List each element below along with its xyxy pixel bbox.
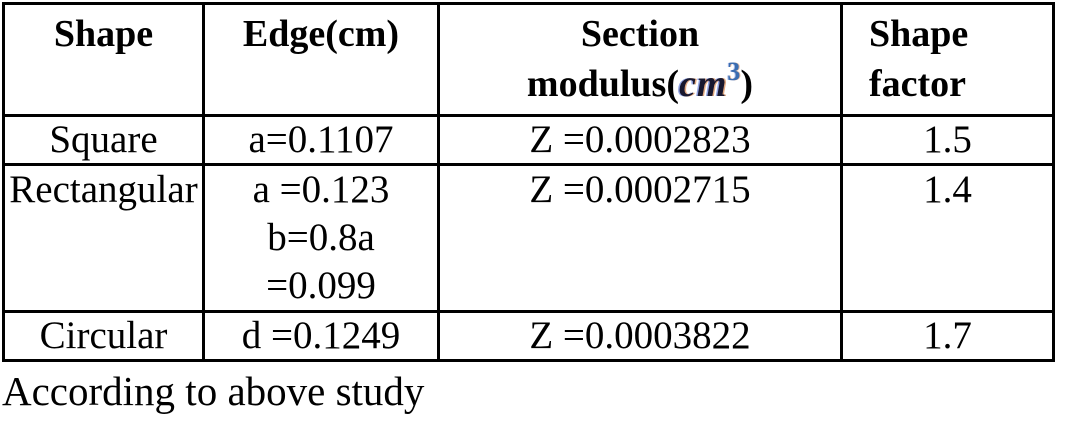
section-modulus-value: Z =0.0002715 <box>529 168 751 211</box>
header-shape: Shape <box>2 2 205 117</box>
edge-value: d =0.1249 <box>241 314 401 358</box>
header-section-line1: Section <box>580 13 700 55</box>
shape-name: Square <box>49 118 158 162</box>
header-edge-label: Edge(cm) <box>242 13 400 55</box>
shape-factor-table: Shape Edge(cm) Section modulus(cm3) Shap… <box>2 2 1055 362</box>
cell-shape: Circular <box>2 310 205 362</box>
shape-factor-value: 1.4 <box>923 168 972 211</box>
cell-shape: Square <box>2 114 205 166</box>
shape-factor-value: 1.7 <box>923 314 972 358</box>
cell-shape-factor: 1.7 <box>840 310 1055 362</box>
cell-section-modulus: Z =0.0003822 <box>437 310 843 362</box>
edge-value-line3: =0.099 <box>266 264 376 307</box>
table-row-circular: Circular d =0.1249 Z =0.0003822 1.7 <box>2 310 1055 362</box>
table-row-square: Square a=0.1107 Z =0.0002823 1.5 <box>2 114 1055 166</box>
header-shape-factor: Shape factor <box>840 2 1055 117</box>
section-modulus-value: Z =0.0002823 <box>529 118 751 162</box>
cell-shape-factor: 1.4 <box>840 163 1055 313</box>
shape-name: Circular <box>39 314 168 358</box>
cell-shape-factor: 1.5 <box>840 114 1055 166</box>
cell-edge: d =0.1249 <box>202 310 440 362</box>
header-shape-label: Shape <box>53 13 154 55</box>
header-edge: Edge(cm) <box>202 2 440 117</box>
shape-name: Rectangular <box>9 168 198 211</box>
header-section-prefix: modulus( <box>526 63 679 105</box>
unit-exponent: 3 <box>727 57 741 86</box>
shape-factor-value: 1.5 <box>923 118 972 162</box>
edge-value-line2: b=0.8a <box>267 216 375 259</box>
header-factor-line1: Shape <box>869 13 969 55</box>
edge-value: a=0.1107 <box>248 118 394 162</box>
header-row: Shape Edge(cm) Section modulus(cm3) Shap… <box>2 2 1055 117</box>
caption-text: According to above study <box>2 368 425 414</box>
cell-edge: a=0.1107 <box>202 114 440 166</box>
table-row-rectangular: Rectangular a =0.123 b=0.8a =0.099 Z =0.… <box>2 163 1055 313</box>
cell-section-modulus: Z =0.0002715 <box>437 163 843 313</box>
cell-section-modulus: Z =0.0002823 <box>437 114 843 166</box>
section-modulus-value: Z =0.0003822 <box>529 314 751 358</box>
header-section-line2: modulus(cm3) <box>442 57 839 109</box>
header-section-modulus: Section modulus(cm3) <box>437 2 843 117</box>
header-section-close-paren: ) <box>740 63 754 105</box>
cell-edge: a =0.123 b=0.8a =0.099 <box>202 163 440 313</box>
unit-cm: cm <box>678 63 728 105</box>
edge-value-line1: a =0.123 <box>252 168 390 211</box>
cell-shape: Rectangular <box>2 163 205 313</box>
header-factor-line2: factor <box>869 63 967 105</box>
